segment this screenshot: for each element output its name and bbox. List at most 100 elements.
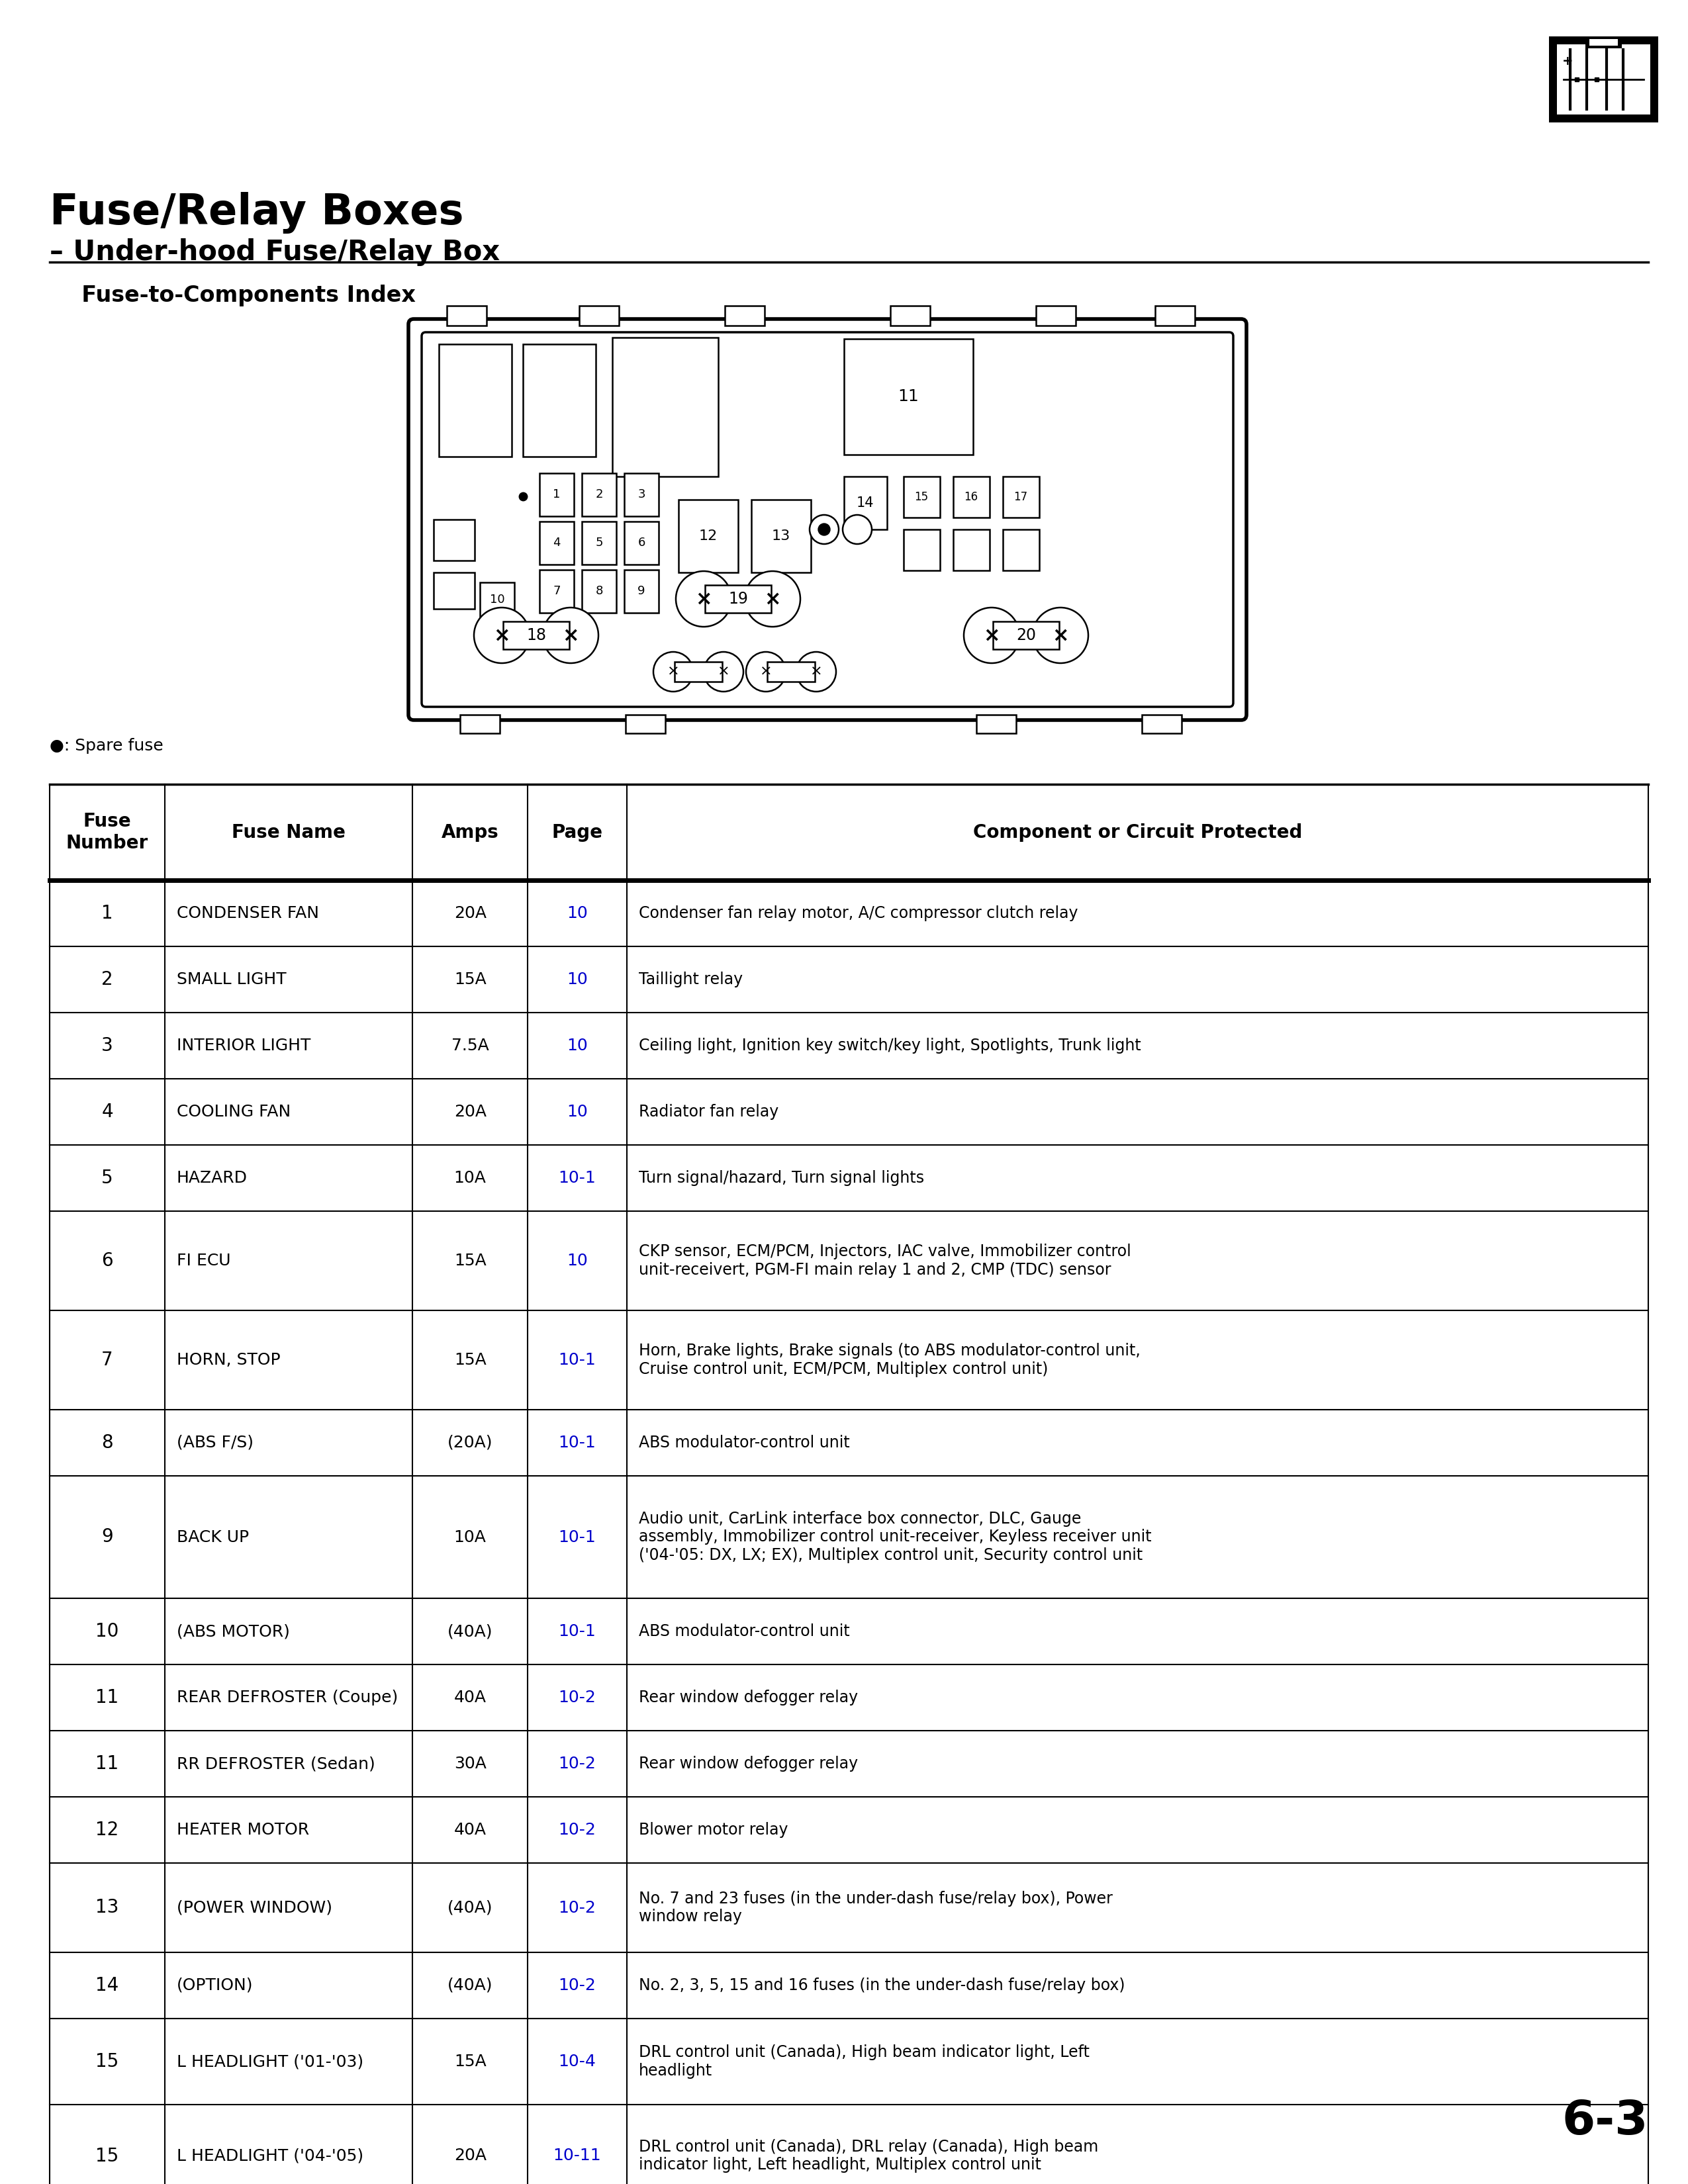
Bar: [890, 306, 930, 325]
Text: 14: 14: [856, 496, 874, 509]
Text: (OPTION): (OPTION): [177, 1977, 253, 1994]
Text: 8: 8: [596, 585, 603, 596]
Text: +: +: [1561, 55, 1573, 68]
Text: HAZARD: HAZARD: [177, 1171, 248, 1186]
Circle shape: [1033, 607, 1089, 664]
Text: L HEADLIGHT ('04-'05): L HEADLIGHT ('04-'05): [177, 2147, 363, 2164]
Circle shape: [653, 651, 694, 692]
Bar: [579, 306, 619, 325]
Text: 11: 11: [898, 389, 918, 404]
Text: No. 7 and 23 fuses (in the under-dash fuse/relay box), Power
window relay: No. 7 and 23 fuses (in the under-dash fu…: [638, 1891, 1112, 1924]
Text: ×: ×: [695, 590, 712, 609]
Text: 10-2: 10-2: [559, 1821, 596, 1839]
Text: 17: 17: [1014, 491, 1028, 502]
Text: 1: 1: [101, 904, 113, 922]
Bar: [1141, 714, 1182, 734]
Bar: [626, 714, 665, 734]
Text: Blower motor relay: Blower motor relay: [638, 1821, 788, 1839]
Text: 10: 10: [567, 972, 587, 987]
Text: (40A): (40A): [447, 1977, 493, 1994]
Text: Ceiling light, Ignition key switch/key light, Spotlights, Trunk light: Ceiling light, Ignition key switch/key l…: [638, 1037, 1141, 1053]
Text: ×: ×: [493, 627, 510, 644]
Text: – Under-hood Fuse/Relay Box: – Under-hood Fuse/Relay Box: [49, 238, 500, 266]
Bar: [679, 500, 738, 572]
Text: ABS modulator-control unit: ABS modulator-control unit: [638, 1435, 849, 1450]
Text: 40A: 40A: [454, 1821, 486, 1839]
Text: FI ECU: FI ECU: [177, 1254, 231, 1269]
Text: 16: 16: [964, 491, 977, 502]
Text: 10: 10: [96, 1623, 118, 1640]
Bar: [523, 345, 596, 456]
Bar: [844, 476, 886, 529]
FancyBboxPatch shape: [422, 332, 1234, 708]
Text: ●: Spare fuse: ●: Spare fuse: [49, 738, 164, 753]
Text: CONDENSER FAN: CONDENSER FAN: [177, 906, 319, 922]
Bar: [675, 662, 722, 681]
Text: BACK UP: BACK UP: [177, 1529, 248, 1544]
Text: HEATER MOTOR: HEATER MOTOR: [177, 1821, 309, 1839]
Text: Amps: Amps: [441, 823, 498, 841]
Text: 10A: 10A: [454, 1529, 486, 1544]
Text: 15: 15: [96, 2053, 118, 2070]
Text: (40A): (40A): [447, 1900, 493, 1915]
Text: 3: 3: [638, 489, 645, 500]
Text: 4: 4: [554, 537, 560, 548]
Text: 10-2: 10-2: [559, 1690, 596, 1706]
Bar: [954, 529, 989, 570]
Bar: [1036, 306, 1075, 325]
Text: 12: 12: [699, 529, 717, 542]
Text: 10-1: 10-1: [559, 1171, 596, 1186]
Text: 3: 3: [101, 1037, 113, 1055]
Bar: [613, 339, 717, 476]
Text: 11: 11: [96, 1688, 118, 1708]
Bar: [706, 585, 771, 614]
Text: 6: 6: [638, 537, 645, 548]
Circle shape: [675, 572, 731, 627]
Bar: [625, 570, 658, 614]
Text: 40A: 40A: [454, 1690, 486, 1706]
Text: 15A: 15A: [454, 2053, 486, 2070]
Bar: [625, 474, 658, 515]
Bar: [582, 570, 616, 614]
Text: ×: ×: [562, 627, 579, 644]
Text: 12: 12: [96, 1821, 118, 1839]
FancyBboxPatch shape: [408, 319, 1246, 721]
Circle shape: [810, 515, 839, 544]
Text: 10-2: 10-2: [559, 1977, 596, 1994]
Bar: [582, 522, 616, 563]
Text: DRL control unit (Canada), DRL relay (Canada), High beam
indicator light, Left h: DRL control unit (Canada), DRL relay (Ca…: [638, 2138, 1099, 2173]
Text: Taillight relay: Taillight relay: [638, 972, 743, 987]
Text: Horn, Brake lights, Brake signals (to ABS modulator-control unit,
Cruise control: Horn, Brake lights, Brake signals (to AB…: [638, 1343, 1141, 1378]
Bar: [582, 474, 616, 515]
Text: REAR DEFROSTER (Coupe): REAR DEFROSTER (Coupe): [177, 1690, 398, 1706]
Bar: [976, 714, 1016, 734]
Bar: [447, 306, 486, 325]
Text: L HEADLIGHT ('01-'03): L HEADLIGHT ('01-'03): [177, 2053, 363, 2070]
Text: 10: 10: [567, 906, 587, 922]
Text: (POWER WINDOW): (POWER WINDOW): [177, 1900, 333, 1915]
Bar: [434, 572, 474, 609]
Text: 15A: 15A: [454, 1254, 486, 1269]
Bar: [540, 522, 574, 563]
Text: ×: ×: [760, 666, 771, 679]
Text: 8: 8: [101, 1433, 113, 1452]
Bar: [1003, 529, 1040, 570]
Circle shape: [819, 524, 830, 535]
Text: 10-2: 10-2: [559, 1900, 596, 1915]
Circle shape: [797, 651, 836, 692]
Bar: [540, 474, 574, 515]
Text: 2: 2: [596, 489, 603, 500]
Bar: [954, 476, 989, 518]
Text: Fuse Name: Fuse Name: [231, 823, 346, 841]
Text: DRL control unit (Canada), High beam indicator light, Left
headlight: DRL control unit (Canada), High beam ind…: [638, 2044, 1089, 2079]
Text: INTERIOR LIGHT: INTERIOR LIGHT: [177, 1037, 311, 1053]
Text: ×: ×: [1052, 627, 1069, 644]
Text: ×: ×: [982, 627, 999, 644]
Bar: [751, 500, 810, 572]
Bar: [844, 339, 972, 454]
Text: HORN, STOP: HORN, STOP: [177, 1352, 280, 1367]
Circle shape: [744, 572, 800, 627]
Text: 13: 13: [771, 529, 790, 542]
Bar: [903, 529, 940, 570]
Text: 10: 10: [567, 1037, 587, 1053]
